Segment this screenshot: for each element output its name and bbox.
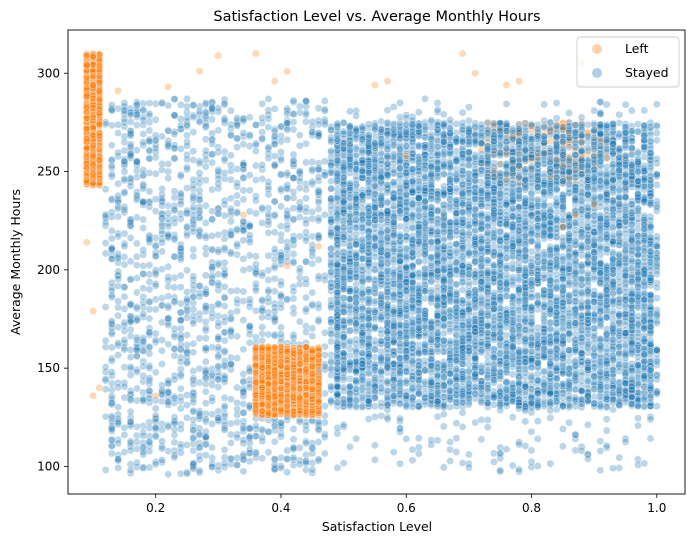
data-point-stayed [483, 255, 492, 264]
data-point-stayed [383, 118, 392, 127]
data-point-stayed [377, 134, 386, 143]
data-point-stayed [346, 339, 354, 347]
data-point-stayed [546, 370, 555, 378]
data-point-stayed [327, 296, 335, 304]
data-point-stayed [615, 378, 624, 387]
data-point-stayed [477, 262, 486, 271]
data-point-stayed [327, 371, 335, 379]
data-point-stayed [546, 359, 555, 368]
data-point-stayed [515, 378, 523, 387]
data-point-stayed [640, 164, 649, 173]
data-point-stayed [377, 238, 386, 247]
points-layer [82, 49, 661, 479]
data-point-stayed [327, 337, 335, 346]
data-point-stayed [634, 120, 642, 128]
data-point-stayed [521, 368, 530, 377]
data-point-stayed [339, 373, 348, 382]
data-point-stayed [571, 248, 580, 257]
data-point-stayed [477, 120, 486, 129]
data-point-stayed [414, 257, 423, 266]
chart-title: Satisfaction Level vs. Average Monthly H… [213, 9, 540, 25]
data-point-left [584, 129, 592, 138]
data-point-left [483, 138, 492, 147]
data-point-stayed [646, 291, 655, 299]
data-point-stayed [646, 128, 655, 136]
data-point-stayed [496, 160, 505, 169]
data-point-stayed [502, 183, 511, 192]
data-point-stayed [652, 136, 661, 145]
data-point-stayed [533, 124, 542, 133]
data-point-stayed [414, 390, 423, 398]
data-point-left [515, 163, 523, 172]
data-point-stayed [377, 313, 386, 322]
data-point-stayed [533, 195, 542, 204]
data-point-stayed [452, 280, 461, 288]
data-point-stayed [634, 209, 642, 218]
data-point-stayed [571, 155, 580, 164]
